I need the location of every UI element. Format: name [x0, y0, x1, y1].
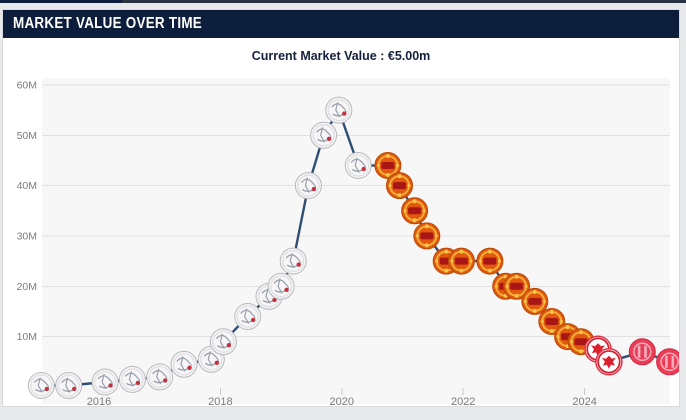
marker-red-eagle-crest-icon[interactable] [595, 348, 623, 376]
marker-silver-club-crest-icon[interactable] [279, 247, 307, 275]
marker-silver-club-crest-icon[interactable] [91, 368, 119, 396]
plot-area [42, 78, 670, 404]
marker-silver-club-crest-icon[interactable] [118, 365, 146, 393]
marker-silver-club-crest-icon[interactable] [325, 96, 353, 124]
top-strip-right-segment [122, 0, 686, 3]
marker-silver-club-crest-icon[interactable] [209, 328, 237, 356]
x-axis-tick-label: 2022 [451, 396, 475, 406]
y-axis-tick-label: 20M [17, 281, 37, 293]
marker-silver-club-crest-icon[interactable] [27, 372, 55, 399]
y-axis-tick-label: 60M [17, 79, 37, 91]
marker-orange-shield-crest-icon[interactable] [413, 222, 441, 250]
marker-crimson-crest-icon[interactable] [628, 338, 656, 366]
marker-orange-shield-crest-icon[interactable] [447, 247, 475, 275]
market-value-chart: 10M 20M 30M 40M 50M 60M 2016 2018 2020 2022 2024 [3, 68, 679, 406]
market-value-panel: MARKET VALUE OVER TIME Current Market Va… [2, 9, 680, 407]
marker-orange-shield-crest-icon[interactable] [503, 272, 531, 300]
x-axis-tick-label: 2020 [330, 396, 354, 406]
current-market-value-label: Current Market Value : [251, 49, 385, 63]
x-axis-tick-label: 2016 [87, 396, 111, 406]
x-axis-tick-label: 2018 [208, 396, 232, 406]
marker-silver-club-crest-icon[interactable] [344, 152, 372, 179]
marker-silver-club-crest-icon[interactable] [294, 172, 322, 200]
top-strip [0, 0, 686, 3]
marker-silver-club-crest-icon[interactable] [234, 303, 262, 330]
top-strip-left-segment [0, 0, 122, 3]
current-market-value-amount: €5.00m [387, 49, 431, 63]
y-axis-tick-label: 30M [17, 230, 37, 242]
marker-orange-shield-crest-icon[interactable] [386, 172, 413, 200]
x-axis-tick-label: 2024 [572, 396, 596, 406]
marker-silver-club-crest-icon[interactable] [55, 372, 83, 399]
marker-silver-club-crest-icon[interactable] [170, 350, 198, 378]
marker-silver-club-crest-icon[interactable] [146, 363, 174, 391]
marker-orange-shield-crest-icon[interactable] [476, 247, 504, 275]
y-axis-tick-label: 50M [17, 130, 37, 142]
marker-orange-shield-crest-icon[interactable] [521, 287, 549, 315]
panel-header: MARKET VALUE OVER TIME [3, 10, 679, 38]
panel-title: MARKET VALUE OVER TIME [13, 15, 202, 32]
marker-crimson-crest-icon[interactable] [656, 348, 679, 376]
y-axis-tick-label: 40M [17, 180, 37, 192]
y-axis-tick-label: 10M [17, 331, 37, 343]
marker-silver-club-crest-icon[interactable] [267, 272, 295, 300]
chart-canvas: 10M 20M 30M 40M 50M 60M 2016 2018 2020 2022 2024 [17, 78, 679, 406]
marker-orange-shield-crest-icon[interactable] [401, 197, 429, 225]
marker-orange-shield-crest-icon[interactable] [374, 152, 402, 179]
marker-silver-club-crest-icon[interactable] [310, 121, 338, 149]
current-market-value: Current Market Value : €5.00m [3, 49, 679, 63]
